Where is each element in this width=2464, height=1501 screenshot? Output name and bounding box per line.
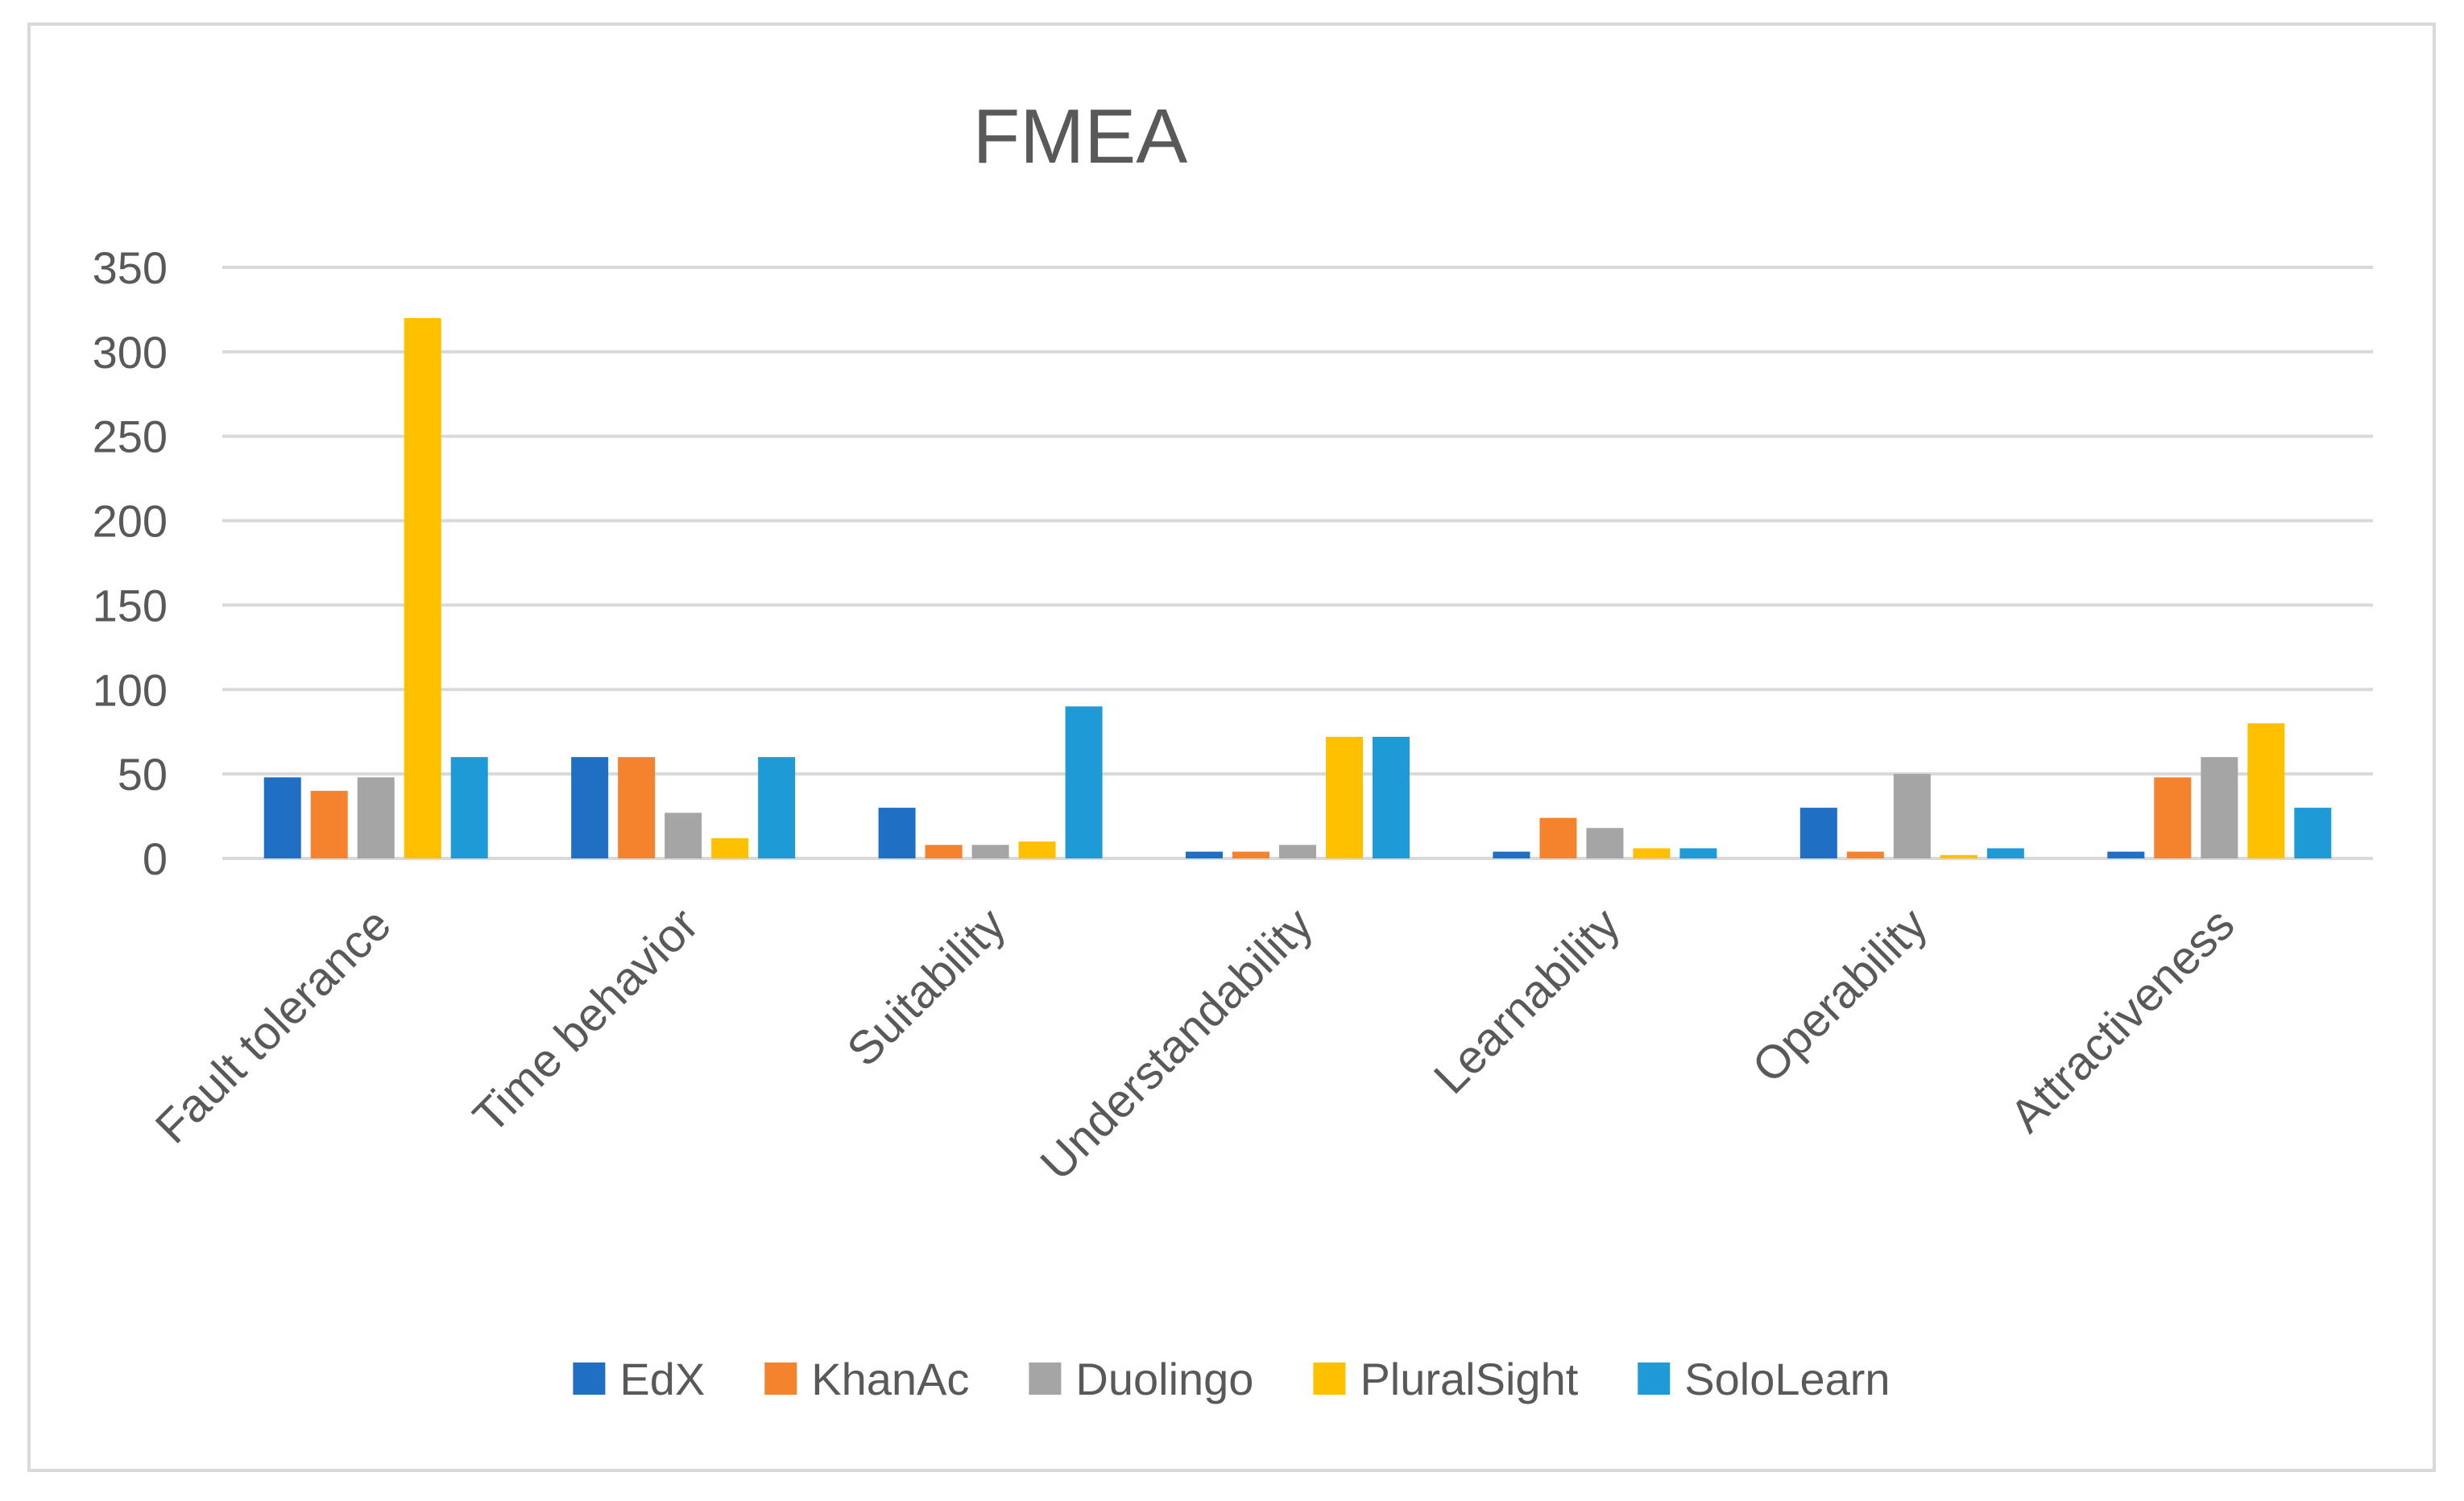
- bar-pluralsight-6: [2247, 723, 2285, 858]
- legend-item-edx: EdX: [573, 1354, 705, 1404]
- legend-item-khanac: KhanAc: [764, 1354, 969, 1404]
- legend-swatch: [1313, 1362, 1346, 1395]
- chart-svg: FMEA 0 50 100 150 200 250 300 350 Fault toleran…: [93, 93, 2373, 1404]
- bar-edx-4: [1493, 851, 1530, 858]
- chart-title: FMEA: [973, 93, 1188, 180]
- legend-swatch: [573, 1362, 606, 1395]
- y-tick-label: 250: [93, 411, 168, 462]
- bar-khanac-1: [618, 757, 656, 858]
- x-tick-label: Attractiveness: [2000, 898, 2245, 1143]
- bar-pluralsight-1: [711, 837, 749, 858]
- legend-swatch: [1638, 1362, 1671, 1395]
- bar-duolingo-1: [665, 813, 702, 858]
- y-tick-label: 200: [93, 496, 168, 547]
- bar-sololearn-5: [1986, 848, 2024, 858]
- legend-item-sololearn: SoloLearn: [1638, 1354, 1890, 1404]
- bar-sololearn-0: [450, 757, 488, 858]
- y-tick-label: 150: [93, 580, 168, 631]
- y-tick-label: 0: [143, 833, 168, 884]
- y-axis-ticks: 0 50 100 150 200 250 300 350: [93, 242, 168, 884]
- gridlines: [222, 266, 2373, 860]
- legend-label: EdX: [619, 1354, 705, 1404]
- bar-duolingo-0: [357, 777, 395, 858]
- x-tick-label: Suitability: [837, 898, 1015, 1076]
- bar-khanac-6: [2154, 777, 2192, 858]
- bar-khanac-2: [925, 845, 963, 858]
- bar-edx-0: [263, 777, 301, 858]
- bars: [263, 317, 2332, 858]
- bar-edx-1: [571, 757, 609, 858]
- bar-duolingo-2: [971, 845, 1009, 858]
- legend: EdX KhanAc Duolingo PluralSight SoloLearn: [573, 1354, 1890, 1404]
- bar-edx-5: [1799, 808, 1837, 858]
- legend-label: PluralSight: [1360, 1354, 1578, 1404]
- y-tick-label: 100: [93, 664, 168, 715]
- legend-label: KhanAc: [811, 1354, 969, 1404]
- bar-duolingo-5: [1893, 774, 1931, 858]
- y-tick-label: 300: [93, 327, 168, 378]
- legend-swatch: [1029, 1362, 1062, 1395]
- bar-duolingo-6: [2201, 757, 2238, 858]
- bar-pluralsight-2: [1018, 841, 1056, 858]
- legend-label: Duolingo: [1075, 1354, 1253, 1404]
- bar-edx-6: [2107, 851, 2145, 858]
- bar-sololearn-6: [2294, 808, 2332, 858]
- bar-khanac-0: [310, 791, 348, 858]
- bar-pluralsight-3: [1326, 737, 1363, 858]
- bar-duolingo-3: [1279, 845, 1316, 858]
- bar-duolingo-4: [1586, 828, 1624, 858]
- bar-khanac-3: [1232, 851, 1269, 858]
- bar-sololearn-4: [1679, 848, 1717, 858]
- x-tick-label: Time behavior: [463, 898, 708, 1143]
- x-tick-label: Operability: [1742, 898, 1937, 1093]
- x-tick-label: Learnability: [1424, 898, 1630, 1104]
- x-tick-label: Fault tolerance: [146, 898, 401, 1153]
- bar-edx-3: [1186, 851, 1223, 858]
- chart-frame: FMEA 0 50 100 150 200 250 300 350 Fault toleran…: [27, 23, 2436, 1472]
- legend-label: SoloLearn: [1684, 1354, 1890, 1404]
- x-axis-labels: Fault tolerance Time behavior Suitability U…: [146, 898, 2245, 1190]
- y-tick-label: 50: [118, 749, 168, 800]
- bar-sololearn-2: [1065, 706, 1103, 858]
- bar-sololearn-3: [1373, 737, 1410, 858]
- bar-pluralsight-4: [1633, 848, 1671, 858]
- legend-swatch: [764, 1362, 797, 1395]
- bar-edx-2: [878, 808, 916, 858]
- x-tick-label: Understandability: [1030, 898, 1323, 1190]
- bar-sololearn-1: [758, 757, 796, 858]
- legend-item-pluralsight: PluralSight: [1313, 1354, 1579, 1404]
- legend-item-duolingo: Duolingo: [1029, 1354, 1253, 1404]
- y-tick-label: 350: [93, 242, 168, 293]
- bar-khanac-5: [1846, 851, 1884, 858]
- bar-khanac-4: [1539, 817, 1577, 858]
- bar-pluralsight-0: [404, 317, 441, 858]
- bar-pluralsight-5: [1940, 854, 1977, 858]
